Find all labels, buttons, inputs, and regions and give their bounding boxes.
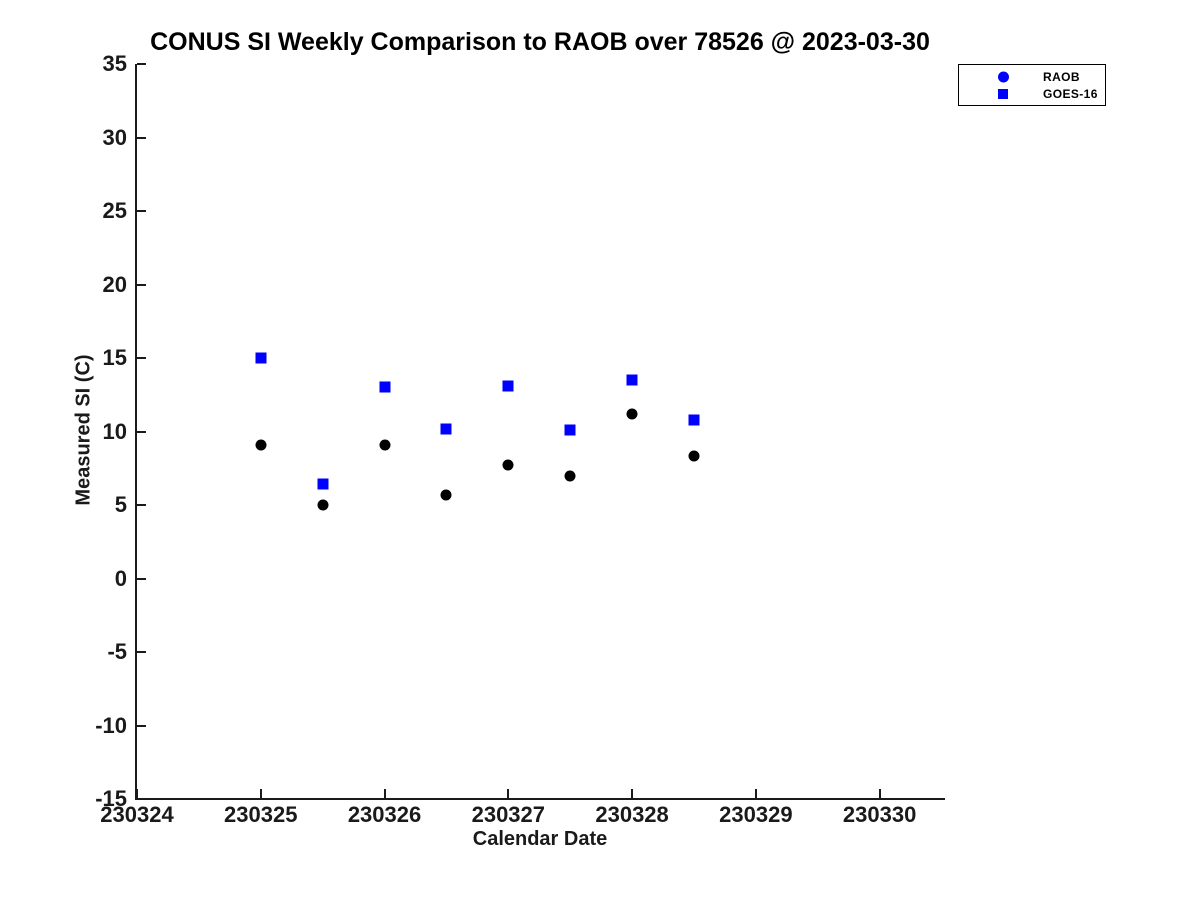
goes16-data-point-marker — [688, 414, 700, 426]
x-tick — [754, 789, 757, 798]
raob-data-point-marker — [317, 499, 329, 511]
y-tick-label: 0 — [114, 565, 127, 591]
x-tick-label: 230324 — [100, 802, 174, 827]
goes16-data-point-marker — [317, 478, 329, 490]
y-tick — [137, 651, 146, 653]
x-tick-label: 230327 — [471, 802, 546, 827]
goes16-data-point-marker — [440, 423, 452, 435]
y-tick — [137, 136, 146, 139]
raob-circle-marker-icon — [998, 71, 1009, 83]
y-tick — [137, 430, 146, 433]
goes16-data-point-marker — [564, 424, 576, 436]
x-tick-label: 230329 — [719, 802, 793, 827]
y-tick-label: 35 — [102, 51, 127, 76]
y-axis-label: Measured SI (C) — [72, 354, 95, 506]
x-tick — [383, 789, 386, 798]
y-tick-label: 5 — [114, 492, 127, 517]
raob-data-point-marker — [626, 408, 638, 420]
legend-label-goes16: GOES-16 — [1043, 87, 1098, 101]
legend-item-raob: RAOB — [959, 68, 1105, 86]
goes16-square-marker-icon — [998, 89, 1008, 99]
x-tick — [259, 789, 262, 798]
legend: RAOB GOES-16 — [958, 64, 1106, 106]
raob-data-point-marker — [502, 459, 514, 471]
y-tick — [137, 577, 146, 580]
y-tick — [137, 724, 146, 727]
y-axis-line — [135, 64, 137, 800]
x-tick — [631, 789, 634, 798]
y-tick — [137, 210, 146, 212]
y-tick-label: 20 — [102, 271, 127, 297]
y-tick — [137, 283, 146, 286]
y-tick — [137, 357, 146, 359]
y-tick — [137, 504, 146, 506]
x-tick — [878, 789, 881, 798]
raob-data-point-marker — [255, 439, 267, 451]
x-axis-line — [135, 798, 945, 800]
y-tick-label: -5 — [107, 639, 127, 664]
goes16-data-point-marker — [379, 381, 391, 393]
y-tick — [137, 798, 146, 800]
y-tick-label: -10 — [95, 712, 127, 738]
y-tick — [137, 63, 146, 65]
y-tick-label: 25 — [102, 198, 127, 223]
legend-label-raob: RAOB — [1043, 70, 1080, 84]
raob-data-point-marker — [379, 439, 391, 451]
goes16-data-point-marker — [502, 380, 514, 392]
x-tick-label: 230326 — [347, 802, 422, 827]
y-tick-label: 15 — [102, 345, 127, 370]
x-tick-label: 230330 — [842, 802, 917, 827]
x-tick — [136, 789, 138, 798]
x-tick-label: 230325 — [224, 802, 298, 827]
chart-title: CONUS SI Weekly Comparison to RAOB over … — [150, 28, 930, 56]
x-axis-label: Calendar Date — [472, 828, 608, 850]
y-tick-label: 10 — [102, 418, 127, 444]
raob-data-point-marker — [564, 470, 576, 482]
raob-data-point-marker — [440, 489, 452, 501]
goes16-data-point-marker — [255, 352, 267, 364]
legend-item-goes16: GOES-16 — [959, 85, 1105, 103]
x-tick — [507, 789, 510, 798]
goes16-data-point-marker — [626, 374, 638, 386]
x-tick-label: 230328 — [595, 802, 669, 827]
raob-data-point-marker — [688, 450, 700, 462]
y-tick-label: -15 — [95, 786, 127, 811]
y-tick-label: 30 — [102, 124, 127, 150]
